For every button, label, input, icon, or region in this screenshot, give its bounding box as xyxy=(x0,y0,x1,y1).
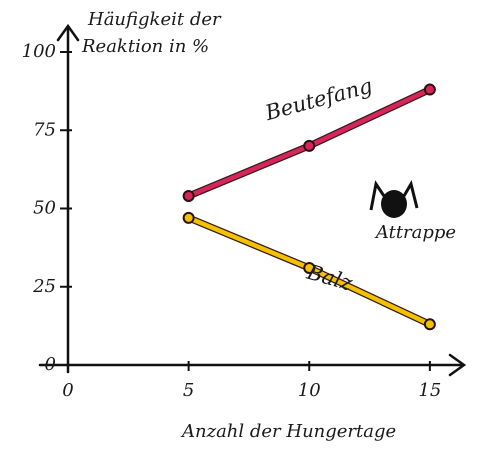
series-label: Beutefang xyxy=(262,74,375,126)
point xyxy=(423,83,436,96)
y-tick-label: 75 xyxy=(33,119,56,140)
x-tick-label: 0 xyxy=(62,380,73,401)
point xyxy=(423,318,436,331)
x-tick-label: 15 xyxy=(418,380,441,401)
x-tick-label: 10 xyxy=(298,380,321,401)
x-tick-label: 5 xyxy=(183,380,194,401)
point xyxy=(182,211,195,224)
point xyxy=(303,261,316,274)
y-tick-label: 25 xyxy=(32,276,56,297)
y-tick-label: 100 xyxy=(22,41,56,62)
x-axis-label: Anzahl der Hungertage xyxy=(180,421,396,442)
y-axis-label: Häufigkeit der xyxy=(87,9,222,30)
y-axis-label: Reaktion in % xyxy=(81,36,209,57)
y-axis-arrow xyxy=(56,23,80,42)
spider-icon xyxy=(369,180,419,218)
y-tick-label: 50 xyxy=(33,198,56,219)
annotation: Attrappe xyxy=(374,222,456,243)
y-tick-label: 0 xyxy=(45,354,56,375)
series-label: Balz xyxy=(303,260,355,296)
x-axis-arrow xyxy=(448,353,467,377)
point xyxy=(182,189,195,202)
point xyxy=(303,139,316,152)
